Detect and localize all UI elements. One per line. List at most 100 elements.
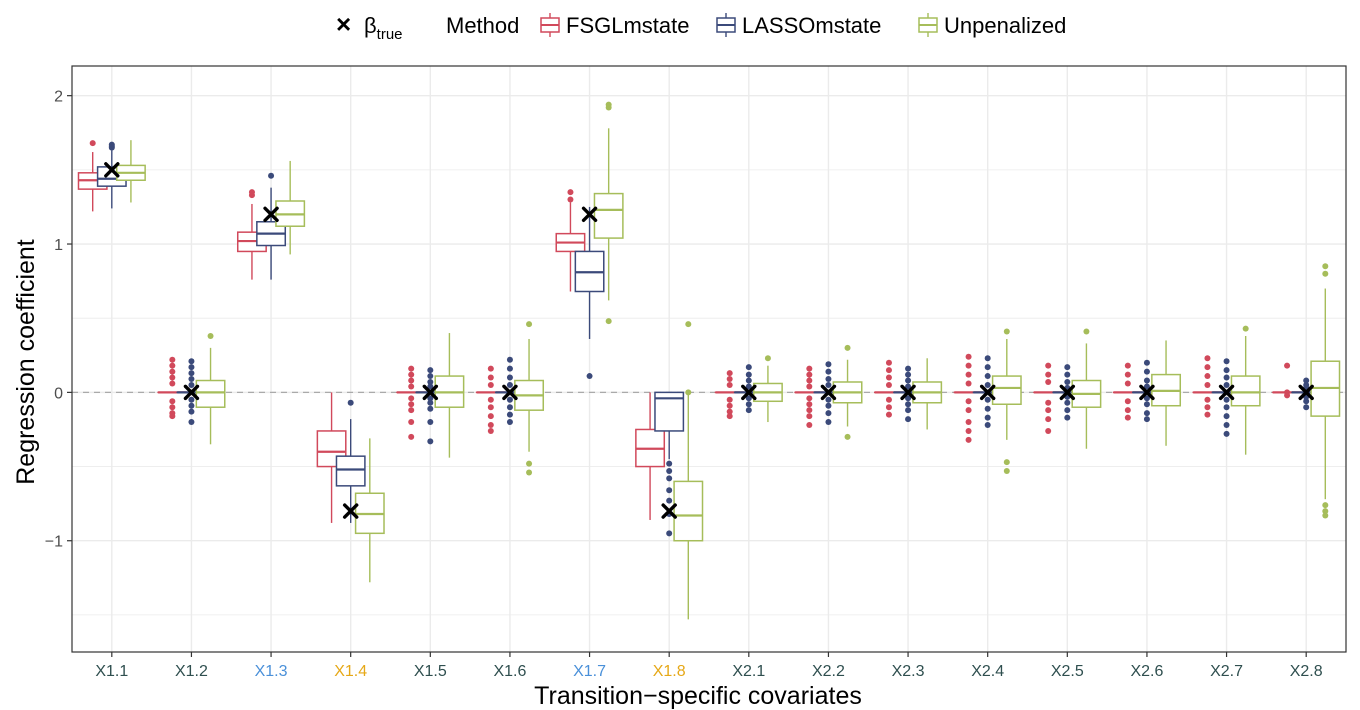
x-tick-label: X1.8 bbox=[653, 663, 686, 680]
y-axis-title: Regression coefficient bbox=[12, 239, 40, 485]
marker-stroke bbox=[502, 384, 518, 401]
outlier-point bbox=[1064, 371, 1071, 378]
outlier-point bbox=[806, 395, 813, 402]
outlier-point bbox=[1204, 373, 1211, 380]
outlier-point bbox=[905, 401, 912, 408]
outlier-point bbox=[207, 333, 214, 340]
outlier-point bbox=[1204, 396, 1211, 403]
outlier-point bbox=[408, 419, 415, 426]
outlier-point bbox=[605, 318, 612, 325]
outlier-point bbox=[726, 396, 733, 403]
outlier-point bbox=[427, 378, 434, 385]
x-tick-label: X2.3 bbox=[892, 663, 925, 680]
outlier-point bbox=[1045, 378, 1052, 385]
outlier-point bbox=[1322, 512, 1329, 519]
outlier-point bbox=[965, 398, 972, 405]
x-tick-label: X1.5 bbox=[414, 663, 447, 680]
category-group bbox=[873, 358, 943, 430]
outlier-point bbox=[1064, 364, 1071, 371]
legend-title: Method bbox=[446, 13, 519, 38]
outlier-point bbox=[984, 405, 991, 412]
box-unpenalized bbox=[115, 140, 146, 203]
outlier-point bbox=[427, 399, 434, 406]
beta-true-marker bbox=[342, 503, 359, 519]
legend-label: Unpenalized bbox=[944, 13, 1066, 38]
marker-stroke bbox=[820, 384, 837, 401]
x-tick-label: X2.4 bbox=[971, 663, 1004, 680]
category-group bbox=[714, 355, 783, 423]
outlier-point bbox=[1124, 380, 1131, 387]
outlier-point bbox=[188, 358, 195, 365]
outlier-point bbox=[764, 355, 771, 362]
outlier-point bbox=[745, 371, 752, 378]
beta-true-marker bbox=[263, 206, 279, 223]
legend-label: LASSOmstate bbox=[742, 13, 881, 38]
outlier-point bbox=[1242, 325, 1249, 332]
outlier-point bbox=[248, 189, 255, 196]
outlier-point bbox=[1003, 459, 1010, 466]
outlier-point bbox=[1124, 398, 1131, 405]
x-tick-label: X1.4 bbox=[334, 663, 367, 680]
outlier-point bbox=[487, 365, 494, 372]
category-group bbox=[555, 101, 624, 380]
outlier-point bbox=[506, 374, 513, 381]
outlier-point bbox=[726, 408, 733, 415]
outlier-point bbox=[825, 368, 832, 375]
outlier-point bbox=[1045, 407, 1052, 414]
x-tick-label: X1.2 bbox=[175, 663, 208, 680]
outlier-point bbox=[806, 401, 813, 408]
outlier-point bbox=[984, 381, 991, 388]
outlier-point bbox=[427, 373, 434, 380]
category-group bbox=[635, 321, 704, 620]
box-unpenalized bbox=[1151, 340, 1182, 446]
outlier-point bbox=[408, 383, 415, 390]
outlier-point bbox=[726, 370, 733, 377]
outlier-point bbox=[188, 402, 195, 409]
marker-stroke bbox=[104, 162, 120, 178]
outlier-point bbox=[965, 407, 972, 414]
outlier-point bbox=[965, 371, 972, 378]
outlier-point bbox=[825, 402, 832, 409]
outlier-point bbox=[806, 413, 813, 420]
legend-beta-true-label: βtrue bbox=[364, 13, 403, 43]
outlier-point bbox=[1223, 430, 1230, 437]
category-group bbox=[236, 160, 306, 280]
outlier-point bbox=[506, 381, 513, 388]
outlier-point bbox=[169, 368, 176, 375]
outlier-point bbox=[745, 395, 752, 402]
outlier-point bbox=[567, 196, 574, 203]
outlier-point bbox=[605, 101, 612, 108]
outlier-point bbox=[984, 396, 991, 403]
marker-stroke bbox=[422, 384, 439, 401]
outlier-point bbox=[685, 321, 692, 328]
box-unpenalized bbox=[832, 344, 863, 440]
box-iqr bbox=[1230, 375, 1261, 407]
outlier-point bbox=[1064, 378, 1071, 385]
outlier-point bbox=[1143, 416, 1150, 423]
outlier-point bbox=[487, 396, 494, 403]
outlier-point bbox=[169, 380, 176, 387]
outlier-point bbox=[188, 370, 195, 377]
beta-true-marker bbox=[422, 384, 439, 401]
x-tick-label: X2.2 bbox=[812, 663, 845, 680]
category-group bbox=[1112, 340, 1182, 446]
outlier-point bbox=[408, 377, 415, 384]
marker-stroke bbox=[581, 206, 598, 223]
outlier-point bbox=[1223, 367, 1230, 374]
outlier-point bbox=[745, 364, 752, 371]
box-fsglmstate bbox=[635, 392, 666, 520]
outlier-point bbox=[965, 380, 972, 387]
outlier-point bbox=[1322, 508, 1329, 515]
outlier-point bbox=[745, 377, 752, 384]
outlier-point bbox=[965, 353, 972, 360]
box-lassomstate bbox=[256, 172, 287, 280]
outlier-point bbox=[905, 395, 912, 402]
outlier-point bbox=[825, 381, 832, 388]
outlier-point bbox=[526, 469, 533, 476]
outlier-point bbox=[487, 374, 494, 381]
outlier-point bbox=[1322, 270, 1329, 277]
outlier-point bbox=[1204, 404, 1211, 411]
outlier-point bbox=[169, 374, 176, 381]
outlier-point bbox=[1143, 383, 1150, 390]
outlier-point bbox=[905, 416, 912, 423]
